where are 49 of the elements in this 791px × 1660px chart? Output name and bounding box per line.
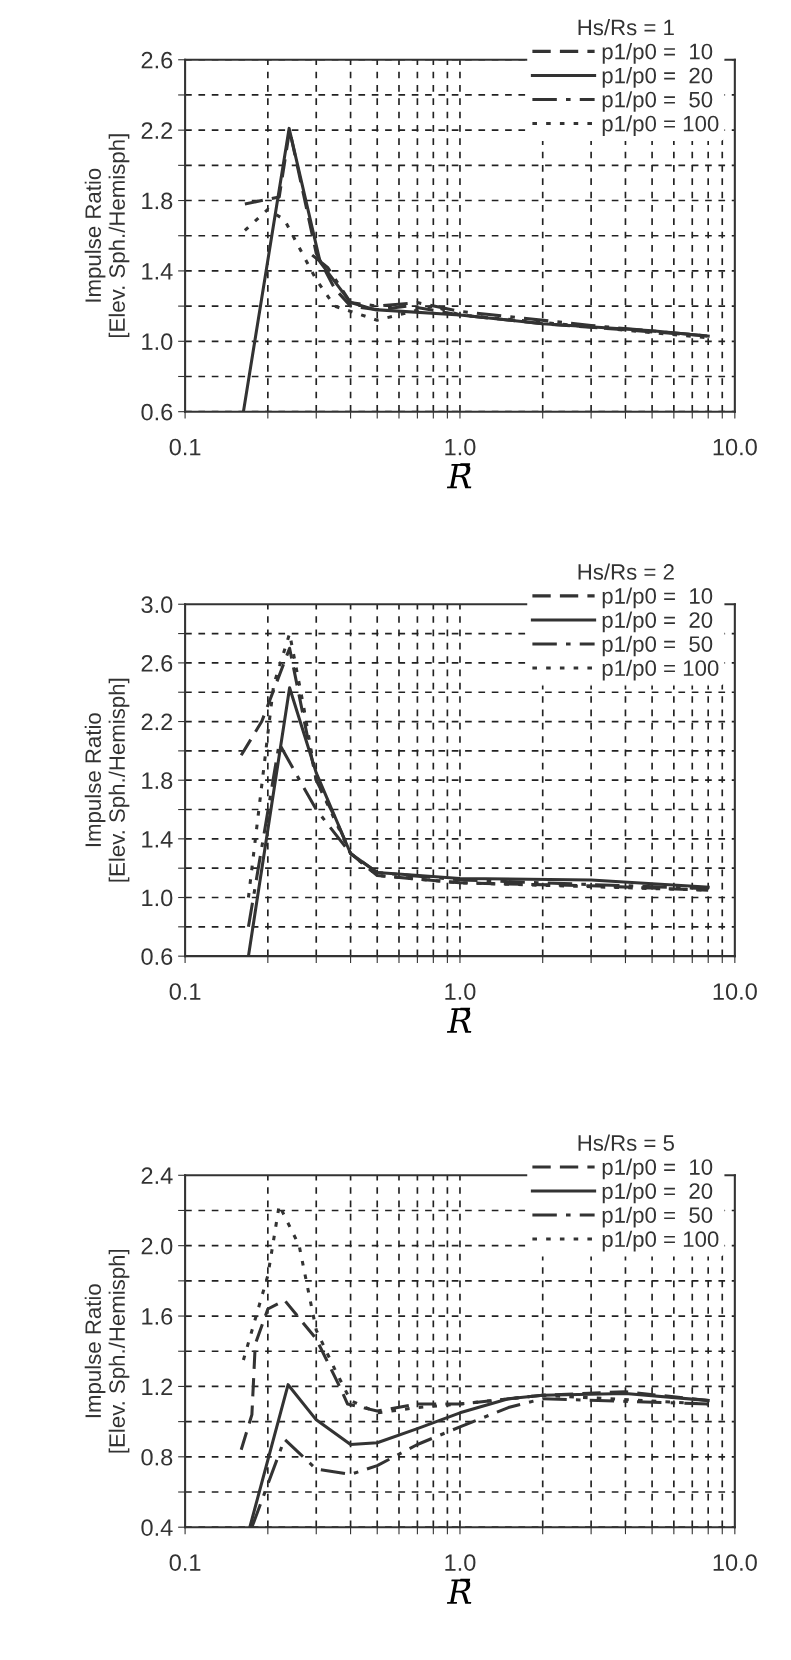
x-axis-title: R̄ [446,463,472,489]
x-tick-label: 1.0 [445,983,476,1000]
x-tick-label: 0.1 [169,983,201,1000]
x-tick-label: 10.0 [713,1554,757,1571]
y-tick-label: 1.0 [142,333,173,351]
legend-label: p1/p0 = 100 [602,659,719,681]
x-axis-title: R̄ [446,1007,472,1033]
y-tick-label: 0.4 [141,1519,173,1536]
legend-label: p1/p0 = 10 [602,43,713,64]
y-tick-label: 2.2 [141,713,173,731]
y-tick-label: 1.0 [142,889,173,907]
legend-label: p1/p0 = 100 [602,115,719,136]
y-axis-title: Impulse Ratio [Elev. Sph./Hemisph] [84,134,130,338]
legend-label: p1/p0 = 10 [602,587,713,609]
x-axis-title: R̄ [446,1578,472,1604]
legend-label: p1/p0 = 10 [602,1158,713,1180]
y-tick-label: 1.8 [142,192,173,210]
y-tick-label: 0.8 [141,1448,173,1466]
y-axis-title: Impulse Ratio [Elev. Sph./Hemisph] [84,678,130,882]
legend-title: Hs/Rs = 1 [578,19,674,36]
legend-label: p1/p0 = 100 [602,1230,719,1252]
x-tick-label: 1.0 [445,438,476,456]
x-tick-label: 10.0 [713,983,757,1000]
y-tick-label: 3.0 [141,596,173,614]
legend-label: p1/p0 = 50 [602,1206,713,1228]
y-tick-label: 2.0 [141,1237,173,1255]
legend-label: p1/p0 = 50 [602,635,713,657]
legend-label: p1/p0 = 20 [602,611,713,633]
y-tick-label: 0.6 [141,948,173,965]
x-tick-label: 0.1 [169,1554,201,1571]
legend-label: p1/p0 = 50 [602,91,713,112]
y-tick-label: 2.4 [141,1167,173,1184]
y-tick-label: 1.6 [142,1308,173,1325]
y-tick-label: 1.4 [142,831,173,848]
x-tick-label: 10.0 [713,438,757,456]
legend-title: Hs/Rs = 5 [578,1134,674,1151]
y-tick-label: 0.6 [141,403,173,421]
legend-label: p1/p0 = 20 [602,1182,713,1204]
y-tick-label: 2.2 [141,122,173,139]
y-tick-label: 1.4 [142,263,173,280]
y-tick-label: 2.6 [141,51,173,69]
x-tick-label: 1.0 [445,1554,476,1571]
y-axis-title: Impulse Ratio [Elev. Sph./Hemisph] [84,1249,130,1453]
y-tick-label: 2.6 [141,654,173,672]
legend-label: p1/p0 = 20 [602,67,713,88]
y-tick-label: 1.8 [142,772,173,789]
x-tick-label: 0.1 [169,438,201,456]
legend-title: Hs/Rs = 2 [578,563,674,580]
y-tick-label: 1.2 [142,1378,173,1395]
